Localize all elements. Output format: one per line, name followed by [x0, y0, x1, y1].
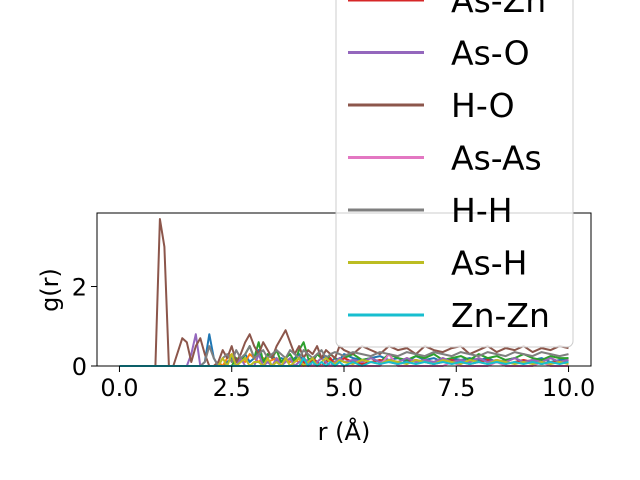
x-tick-label: 7.5: [437, 374, 475, 402]
y-tick-label: 0: [72, 353, 87, 381]
x-tick-label: 0.0: [100, 374, 138, 402]
x-axis-ticks: 0.0 2.5 5.0 7.5 10.0: [100, 366, 595, 402]
legend-label-as-zn: As-Zn: [451, 0, 546, 20]
legend-frame: [335, 0, 574, 348]
legend-label-as-as: As-As: [451, 139, 542, 178]
y-axis-label: g(r): [36, 268, 64, 312]
series-line-h-o: [119, 218, 569, 367]
x-tick-label: 2.5: [213, 374, 251, 402]
x-axis-label: r (Å): [318, 417, 371, 446]
x-tick-label: 10.0: [542, 374, 595, 402]
y-tick-label: 2: [72, 274, 87, 302]
legend-label-zn-zn: Zn-Zn: [451, 296, 550, 335]
y-axis-ticks: 02: [72, 274, 97, 381]
legend-label-h-h: H-H: [451, 191, 513, 230]
legend-label-h-o: H-O: [451, 86, 515, 125]
series-line-as-o: [119, 333, 569, 367]
legend-label-as-o: As-O: [451, 34, 530, 73]
x-tick-label: 5.0: [325, 374, 363, 402]
legend-label-as-h: As-H: [451, 244, 528, 283]
legend: As-Zn As-O H-O As-As H-H As-H Zn-Zn: [335, 0, 574, 348]
